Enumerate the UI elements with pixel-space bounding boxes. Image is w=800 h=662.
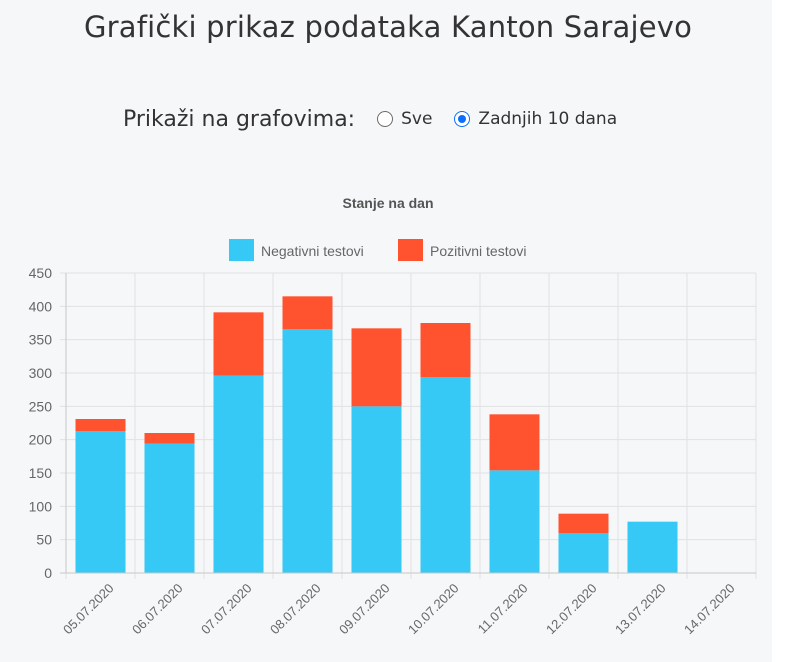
bar-negativni-5 (420, 377, 471, 573)
radio-label-sve[interactable]: Sve (401, 109, 433, 129)
bar-negativni-6 (489, 470, 540, 573)
bar-pozitivni-5 (420, 323, 471, 377)
bar-pozitivni-1 (144, 433, 195, 444)
bar-pozitivni-4 (351, 328, 402, 407)
bar-pozitivni-3 (282, 296, 333, 329)
x-tick-label: 09.07.2020 (336, 581, 393, 638)
stacked-bar-chart: Stanje na dan Negativni testovi Pozitivni … (29, 195, 757, 638)
y-tick-label: 400 (29, 298, 53, 314)
y-tick-label: 450 (29, 265, 53, 281)
chart-title: Stanje na dan (342, 195, 433, 211)
filter-label: Prikaži na grafovima: (123, 106, 356, 132)
radio-option-zadnjih-10-dana[interactable]: Zadnjih 10 dana (454, 109, 617, 129)
bar-negativni-1 (144, 443, 195, 573)
x-tick-label: 06.07.2020 (129, 581, 186, 638)
bar-pozitivni-0 (75, 419, 126, 431)
radio-option-sve[interactable]: Sve (377, 109, 432, 129)
legend-label-1: Pozitivni testovi (430, 243, 526, 259)
x-tick-label: 11.07.2020 (475, 581, 531, 637)
x-tick-label: 05.07.2020 (60, 581, 117, 638)
x-tick-label: 14.07.2020 (681, 581, 738, 638)
x-tick-label: 08.07.2020 (267, 581, 324, 638)
bar-negativni-4 (351, 406, 402, 573)
y-tick-label: 100 (29, 498, 53, 514)
radio-label-zadnjih-10-dana[interactable]: Zadnjih 10 dana (478, 109, 618, 129)
bar-negativni-2 (213, 375, 264, 573)
y-tick-label: 350 (29, 332, 53, 348)
legend-swatch-0 (229, 239, 254, 261)
bar-pozitivni-2 (213, 312, 264, 376)
y-tick-label: 250 (29, 398, 53, 414)
y-tick-label: 150 (29, 465, 53, 481)
bar-negativni-0 (75, 431, 126, 573)
radio-zadnjih-10-dana[interactable] (454, 111, 471, 127)
page-title: Grafički prikaz podataka Kanton Sarajevo (83, 10, 693, 44)
bar-negativni-3 (282, 329, 333, 573)
legend-swatch-1 (398, 239, 423, 261)
y-tick-label: 300 (29, 365, 53, 381)
bar-negativni-7 (558, 533, 609, 573)
y-tick-label: 0 (44, 565, 52, 581)
chart-filter: Prikaži na grafovima: Sve Zadnjih 10 dan… (123, 106, 639, 132)
bar-pozitivni-6 (489, 414, 540, 471)
x-tick-label: 07.07.2020 (198, 581, 255, 638)
x-tick-label: 10.07.2020 (405, 581, 462, 638)
bar-pozitivni-7 (558, 513, 609, 533)
x-tick-label: 13.07.2020 (612, 581, 669, 638)
legend-label-0: Negativni testovi (261, 243, 364, 259)
radio-sve[interactable] (377, 111, 394, 127)
bar-negativni-8 (627, 521, 678, 573)
y-tick-label: 50 (36, 532, 52, 548)
y-tick-label: 200 (29, 432, 53, 448)
x-tick-label: 12.07.2020 (543, 581, 600, 638)
